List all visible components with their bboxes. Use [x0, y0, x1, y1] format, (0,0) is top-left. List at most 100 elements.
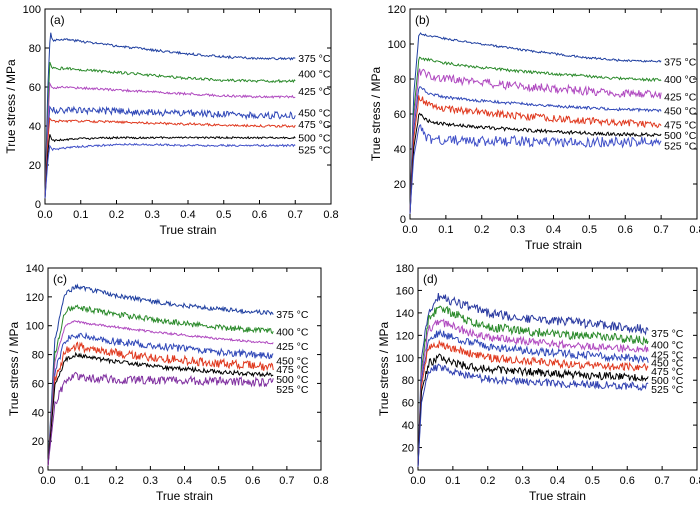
y-axis-label: True stress / MPa	[4, 59, 18, 154]
x-tick-label: 0.3	[143, 475, 158, 487]
x-tick-label: 0.0	[410, 475, 425, 487]
x-tick-label: 0.1	[445, 475, 460, 487]
y-tick-label: 80	[402, 375, 414, 387]
x-tick-label: 0.6	[620, 475, 635, 487]
x-tick-label: 0.7	[288, 209, 303, 221]
x-tick-label: 0.2	[109, 475, 124, 487]
x-axis-label: True strain	[156, 489, 213, 503]
x-tick-label: 0.2	[474, 224, 489, 236]
y-tick-label: 40	[32, 407, 44, 419]
series-line	[44, 105, 296, 199]
x-tick-label: 0.4	[550, 475, 565, 487]
y-tick-label: 60	[29, 82, 41, 94]
series-label: 475 °C	[651, 366, 684, 378]
series-label: 375 °C	[276, 309, 309, 321]
y-tick-label: 0	[408, 465, 414, 477]
y-tick-label: 40	[402, 420, 414, 432]
x-tick-label: 0.2	[109, 209, 124, 221]
y-tick-label: 140	[26, 263, 44, 275]
series-line	[47, 320, 274, 466]
y-tick-label: 100	[26, 321, 44, 333]
series-line	[417, 328, 649, 467]
x-tick-label: 0.5	[211, 475, 226, 487]
x-tick-label: 0.8	[689, 224, 700, 236]
series-line	[417, 363, 649, 467]
series-label: 500 °C	[298, 133, 331, 145]
x-tick-label: 0.3	[515, 475, 530, 487]
series-line	[44, 32, 296, 199]
series-label: 400 °C	[276, 326, 309, 338]
series-line	[47, 341, 274, 466]
series-line	[409, 86, 662, 214]
series-line	[44, 142, 296, 199]
series-label: 525 °C	[664, 141, 697, 153]
y-tick-label: 60	[32, 378, 44, 390]
series-line	[417, 339, 649, 467]
series-line	[409, 32, 662, 214]
series-line	[44, 134, 296, 199]
series-line	[417, 305, 649, 467]
x-tick-label: 0.6	[252, 209, 267, 221]
series-line	[47, 351, 274, 466]
series-line	[409, 56, 662, 214]
x-tick-label: 0.7	[654, 475, 669, 487]
panel-label: (b)	[415, 13, 430, 27]
series-label: 400 °C	[664, 74, 697, 86]
y-tick-label: 40	[394, 144, 406, 156]
x-tick-label: 0.0	[40, 475, 55, 487]
panel-label: (a)	[50, 13, 65, 27]
x-tick-label: 0.3	[510, 224, 525, 236]
series-label: 375 °C	[651, 328, 684, 340]
x-axis-label: True strain	[160, 223, 217, 237]
x-axis-label: True strain	[529, 489, 586, 503]
chart-panel-2: 0.0 0.1 0.2 0.3 0.4 0.5 0.6 0.7 0.8 0 20 40 60 80 100 1…	[369, 4, 700, 252]
series-label: 425 °C	[276, 341, 309, 353]
series-label: 450 °C	[664, 106, 697, 118]
x-tick-label: 0.6	[618, 224, 633, 236]
series-line	[44, 61, 296, 199]
series-label: 475 °C	[298, 119, 331, 131]
series-line	[44, 81, 296, 199]
panel-label: (c)	[53, 272, 67, 286]
series-label: 525 °C	[298, 144, 331, 156]
x-tick-label: 0.4	[546, 224, 561, 236]
series-label: 425 °C	[298, 86, 331, 98]
y-tick-label: 20	[402, 443, 414, 455]
series-line	[409, 95, 662, 214]
x-tick-label: 0.5	[585, 475, 600, 487]
y-tick-label: 100	[23, 4, 41, 16]
x-tick-label: 0.4	[177, 475, 192, 487]
y-tick-label: 0	[35, 199, 41, 211]
y-tick-label: 40	[29, 121, 41, 133]
series-label: 500 °C	[664, 130, 697, 142]
series-line	[409, 68, 662, 214]
y-tick-label: 60	[394, 109, 406, 121]
x-tick-label: 0.1	[73, 209, 88, 221]
series-label: 475 °C	[664, 120, 697, 132]
plot-frame	[44, 8, 332, 205]
y-tick-label: 0	[400, 214, 406, 226]
series-label: 400 °C	[298, 68, 331, 80]
series-line	[47, 283, 274, 466]
y-tick-label: 80	[32, 350, 44, 362]
y-tick-label: 100	[388, 39, 406, 51]
series-line	[417, 293, 649, 467]
series-label: 525 °C	[276, 384, 309, 396]
x-tick-label: 0.8	[323, 209, 338, 221]
y-tick-label: 20	[394, 179, 406, 191]
x-tick-label: 0.0	[37, 209, 52, 221]
y-tick-label: 20	[29, 160, 41, 172]
chart-panel-4: 0.0 0.1 0.2 0.3 0.4 0.5 0.6 0.7 0.8 0 20 40 60 80 100 1…	[377, 263, 700, 503]
y-tick-label: 0	[38, 465, 44, 477]
series-label: 375 °C	[298, 53, 331, 65]
series-line	[417, 353, 649, 467]
panel-label: (d)	[423, 272, 438, 286]
series-line	[44, 117, 296, 199]
x-tick-label: 0.1	[438, 224, 453, 236]
y-tick-label: 100	[396, 353, 414, 365]
x-tick-label: 0.6	[245, 475, 260, 487]
series-label: 525 °C	[651, 384, 684, 396]
series-line	[47, 304, 274, 466]
y-tick-label: 160	[396, 285, 414, 297]
